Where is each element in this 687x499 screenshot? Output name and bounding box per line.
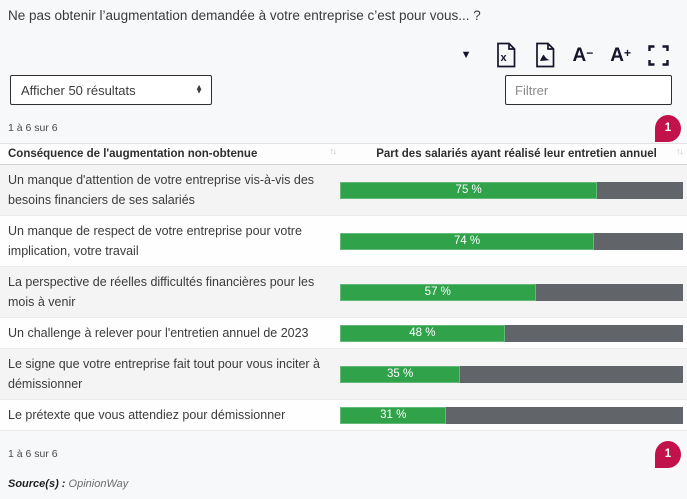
page-1-button[interactable]: 1 [655,114,681,142]
bar-value-label: 75 % [455,184,482,196]
toolbar: ▼ x A − A + [0,23,687,69]
export-excel-button[interactable]: x [495,42,517,68]
pdf-file-icon [535,42,554,68]
page-1-button[interactable]: 1 [655,440,681,468]
bar-fill: 35 % [340,365,461,383]
table-row[interactable]: La perspective de réelles difficultés fi… [0,267,687,318]
fullscreen-button[interactable] [648,44,669,66]
sort-icon[interactable]: ↑↓ [329,146,337,156]
table-row[interactable]: Le prétexte que vous attendiez pour démi… [0,400,687,431]
bar-value-label: 74 % [453,235,481,247]
bar-value-label: 57 % [424,286,451,298]
bar-track: 35 % [340,365,683,383]
svg-text:x: x [500,52,507,64]
pagination-top: 1 à 6 sur 6 1 [0,105,687,142]
plus-icon: + [623,46,631,60]
bar-fill: 31 % [340,406,447,424]
row-bar-cell: 74 % [340,232,687,250]
row-label: Le prétexte que vous attendiez pour démi… [8,408,286,422]
bar-fill: 48 % [340,324,505,342]
column-header-label: Conséquence de l'augmentation non-obtenu… [8,148,258,160]
row-label: Un manque de respect de votre entreprise… [8,224,302,258]
page-title: Ne pas obtenir l’augmentation demandée à… [8,8,481,23]
row-label: Un challenge à relever pour l'entretien … [8,326,309,340]
bar-track: 31 % [340,406,683,424]
data-table: Conséquence de l'augmentation non-obtenu… [0,143,687,431]
bar-track: 74 % [340,232,683,250]
source-label: Source(s) : [8,478,66,490]
row-bar-cell: 75 % [340,181,687,199]
table-row[interactable]: Un manque de respect de votre entreprise… [0,216,687,267]
source-footer: Source(s) : OpinionWay [8,478,128,490]
row-label: Le signe que votre entreprise fait tout … [8,357,320,391]
font-increase-label: A [610,44,624,66]
font-decrease-label: A [572,44,587,66]
pagination-info: 1 à 6 sur 6 [8,448,58,460]
row-bar-cell: 31 % [340,406,687,424]
excel-file-icon: x [496,42,515,68]
results-select-wrap: Afficher 50 résultats ▲ ▼ [10,75,212,105]
export-pdf-button[interactable] [534,42,556,68]
sort-icon[interactable]: ↑↓ [675,146,684,156]
results-per-page-select[interactable]: Afficher 50 résultats [10,75,212,105]
bar-value-label: 48 % [409,327,436,339]
column-header-label: Part des salariés ayant réalisé leur ent… [376,148,657,160]
bar-value-label: 31 % [380,409,407,421]
collapse-caret-icon[interactable]: ▼ [460,49,472,61]
fullscreen-icon [648,44,669,66]
font-increase-button[interactable]: A + [610,46,631,65]
row-label: Un manque d'attention de votre entrepris… [8,173,315,207]
minus-icon: − [586,46,594,60]
bar-value-label: 35 % [386,368,414,380]
pagination-info: 1 à 6 sur 6 [8,122,58,134]
column-header-consequence[interactable]: Conséquence de l'augmentation non-obtenu… [0,144,340,164]
row-bar-cell: 48 % [340,324,687,342]
table-row[interactable]: Un manque d'attention de votre entrepris… [0,165,687,216]
row-bar-cell: 35 % [340,365,687,383]
filter-input[interactable] [505,75,672,105]
bar-track: 75 % [340,181,683,199]
row-bar-cell: 57 % [340,283,687,301]
table-body: Un manque d'attention de votre entrepris… [0,165,687,431]
bar-track: 48 % [340,324,683,342]
bar-track: 57 % [340,283,683,301]
bar-fill: 57 % [340,283,536,301]
bar-fill: 74 % [340,232,594,250]
table-header-row: Conséquence de l'augmentation non-obtenu… [0,143,687,165]
font-decrease-button[interactable]: A − [573,46,594,65]
table-controls: Afficher 50 résultats ▲ ▼ [0,69,687,105]
pagination-bottom: 1 à 6 sur 6 1 [0,431,687,468]
row-label: La perspective de réelles difficultés fi… [8,275,315,309]
table-row[interactable]: Le signe que votre entreprise fait tout … [0,349,687,400]
column-header-share[interactable]: Part des salariés ayant réalisé leur ent… [340,144,687,164]
bar-fill: 75 % [340,181,598,199]
table-row[interactable]: Un challenge à relever pour l'entretien … [0,318,687,349]
source-value: OpinionWay [68,478,129,490]
